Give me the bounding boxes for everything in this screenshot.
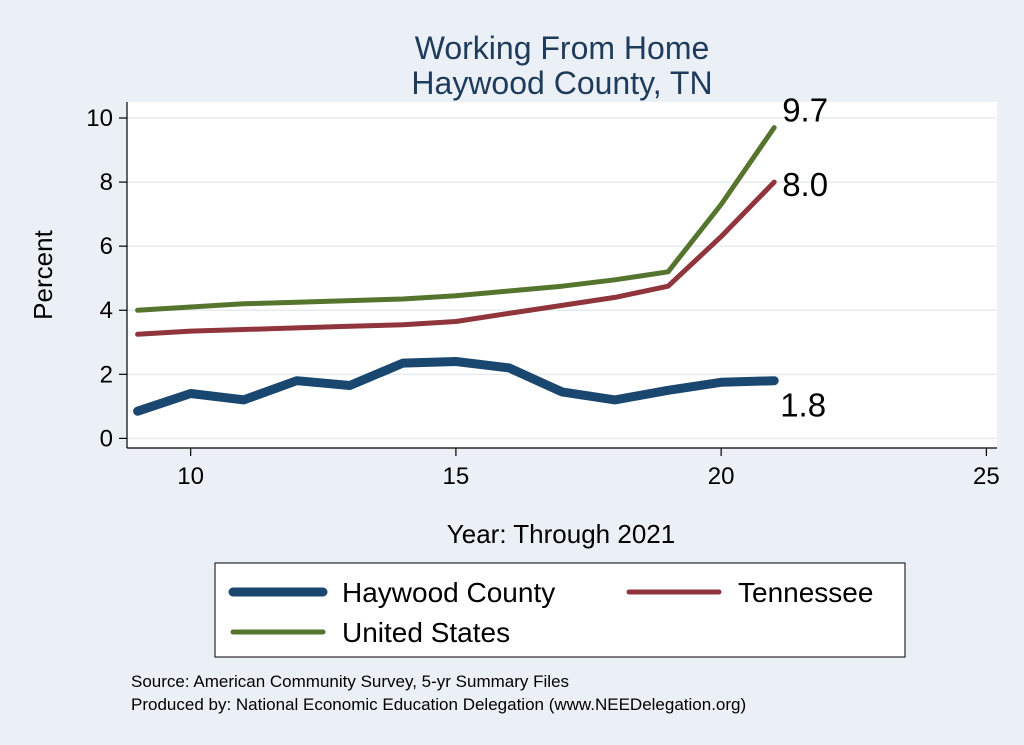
end-label: 1.8 [780,387,826,424]
legend-label: United States [342,617,510,648]
end-labels: 1.8 8.0 9.7 [780,92,828,424]
y-tick-label: 0 [100,425,113,452]
series-line-united-states [135,125,777,313]
legend [214,562,906,658]
legend-label: Tennessee [738,577,873,608]
source-note: Source: American Community Survey, 5-yr … [131,672,569,691]
y-axis-ticks: 0 2 4 6 8 10 [86,105,127,452]
gridlines [127,117,997,440]
y-axis-title: Percent [28,229,58,319]
y-tick-label: 8 [100,169,113,196]
y-tick-label: 10 [86,105,113,132]
legend-items: Haywood County Tennessee United States [228,577,873,648]
y-tick-label: 2 [100,361,113,388]
chart-title-line-2: Haywood County, TN [411,65,712,101]
x-axis-title: Year: Through 2021 [447,519,675,549]
y-tick-label: 6 [100,233,113,260]
end-label: 9.7 [782,92,828,129]
x-tick-label: 15 [443,463,470,490]
series-line-haywood-county [133,357,779,416]
series-line-tennessee [135,179,777,337]
legend-label: Haywood County [342,577,555,608]
y-tick-label: 4 [100,297,113,324]
end-label: 8.0 [782,166,828,203]
x-tick-label: 10 [177,463,204,490]
chart-title-line-1: Working From Home [415,30,710,66]
series-lines [133,125,779,416]
x-tick-label: 20 [708,463,735,490]
x-tick-label: 25 [973,463,1000,490]
x-axis-ticks: 10 15 20 25 [177,448,1000,490]
produced-note: Produced by: National Economic Education… [131,695,746,714]
